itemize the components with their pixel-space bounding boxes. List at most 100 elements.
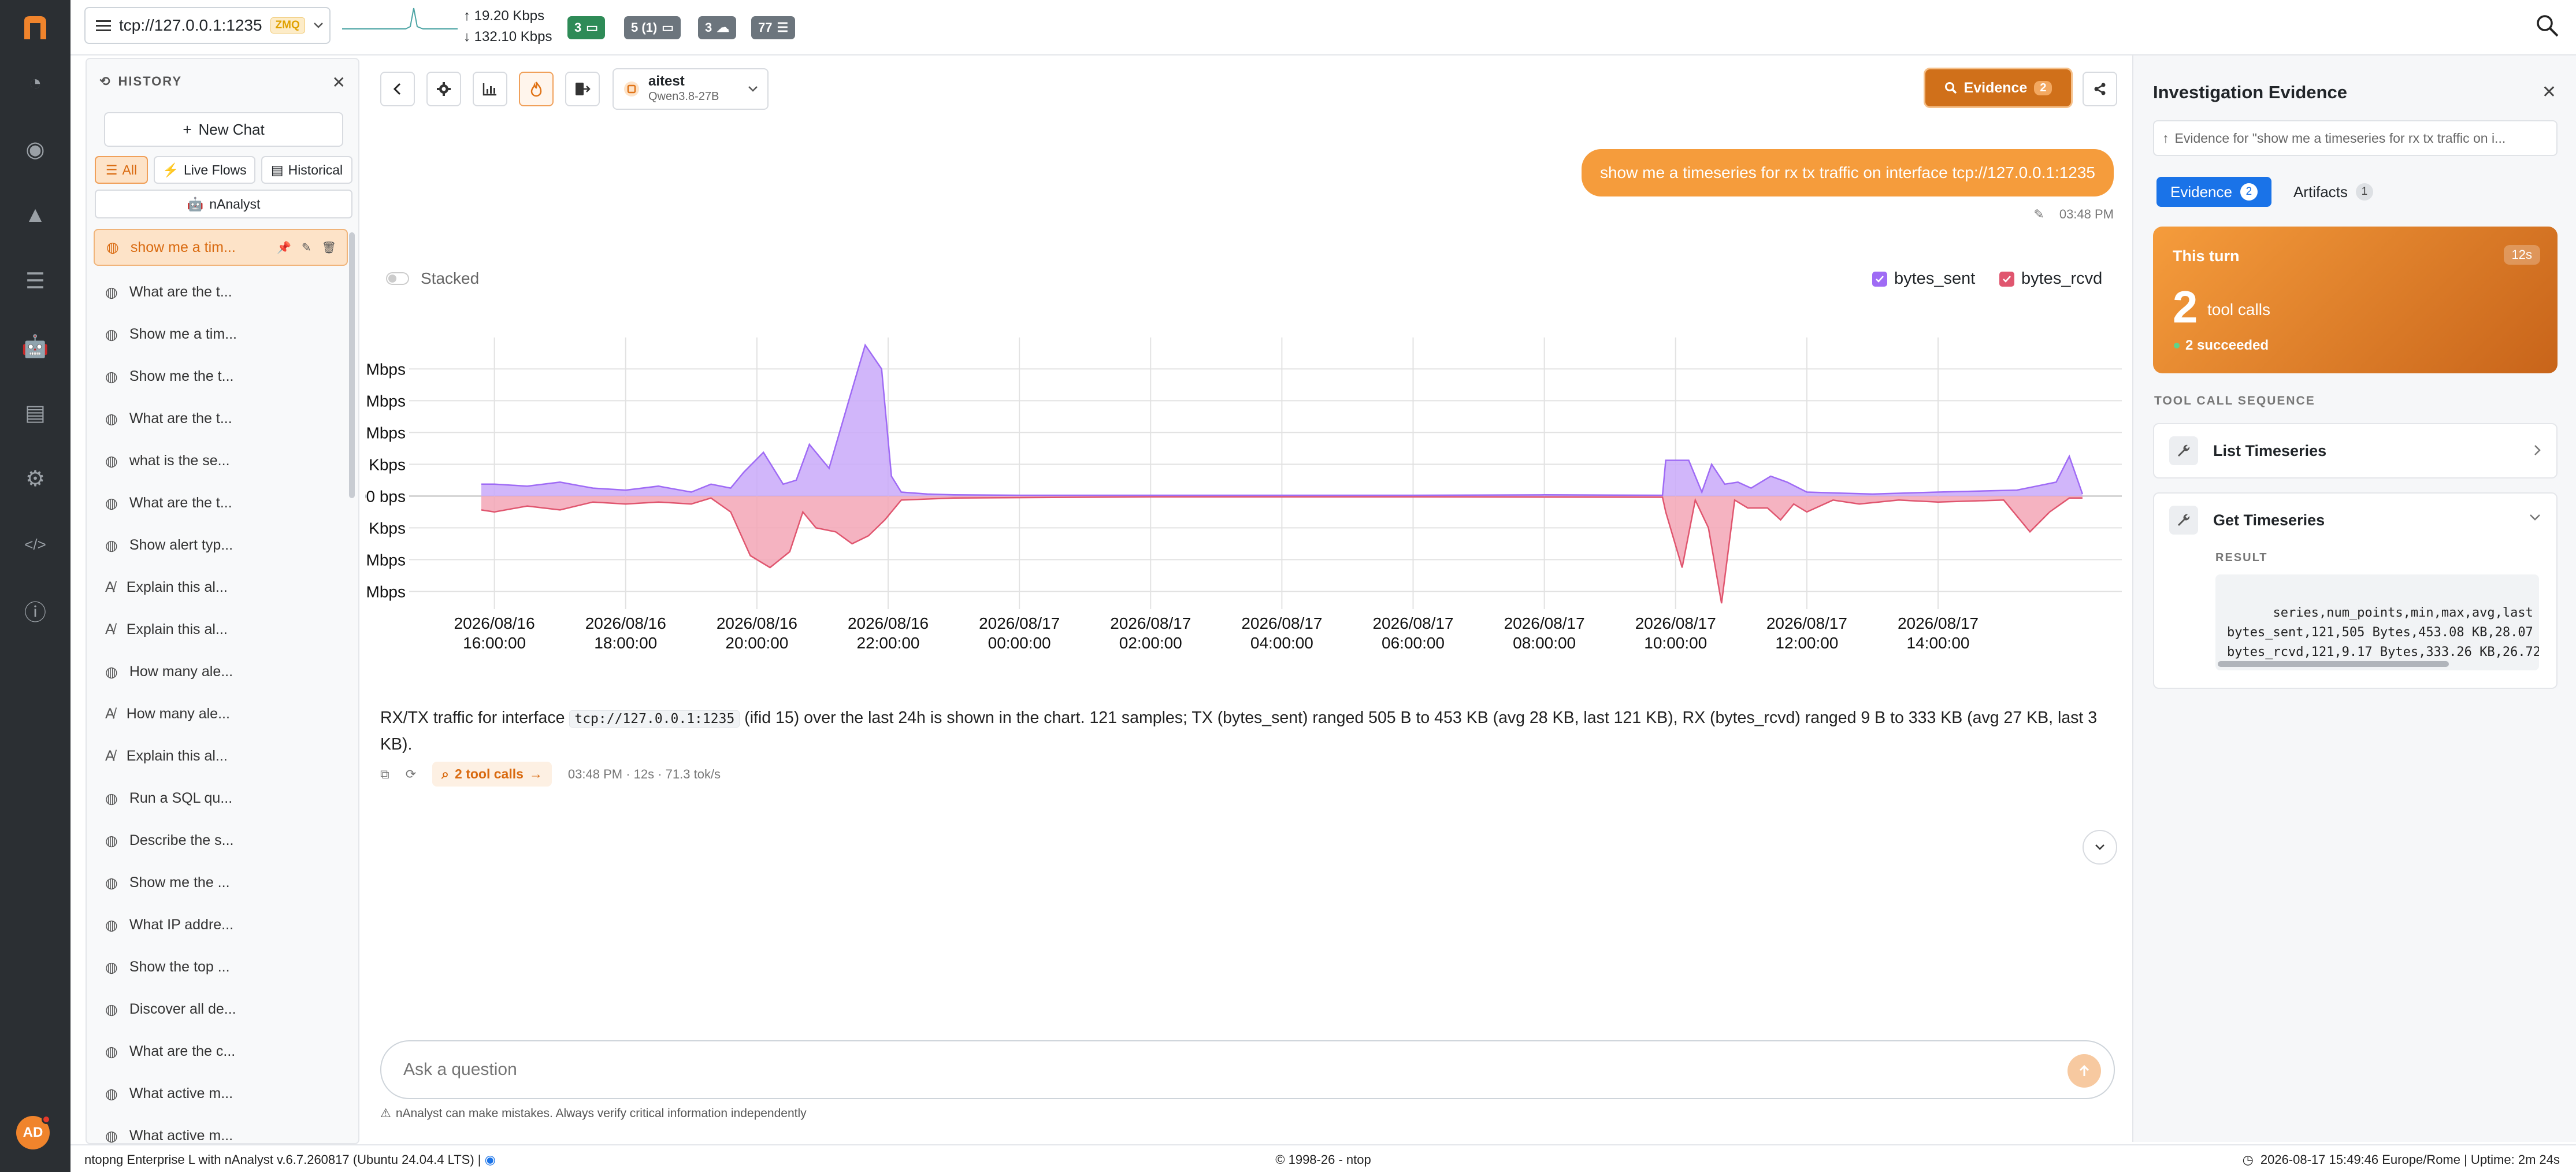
rail-list-button[interactable]: ☰ <box>17 262 54 299</box>
history-item-label: what is the se... <box>129 453 230 469</box>
pin-icon[interactable]: 📌 <box>276 241 291 254</box>
x-tick-label: 2026/08/16 18:00:00 <box>585 614 666 652</box>
legend-bytes-rcvd[interactable]: bytes_rcvd <box>1999 269 2102 288</box>
history-item[interactable]: ◍ show me a tim... 📌 ✎ 🗑 <box>94 229 348 266</box>
tool-card-header[interactable]: Get Timeseries <box>2154 494 2556 547</box>
down-arrow-icon: ↓ <box>463 29 470 44</box>
trash-icon[interactable]: 🗑 <box>321 241 336 254</box>
chip-icon: ◍ <box>105 874 118 891</box>
filter-historical[interactable]: ▤ Historical <box>261 156 352 184</box>
new-chat-button[interactable]: + New Chat <box>104 112 343 147</box>
x-tick-label: 2026/08/17 10:00:00 <box>1635 614 1716 652</box>
history-item-label: Show the top ... <box>129 959 230 975</box>
settings-button[interactable] <box>426 72 461 106</box>
cloud-pill[interactable]: 3 ☁ <box>698 16 737 39</box>
chip-icon: ◍ <box>105 1043 118 1060</box>
rail-eye-button[interactable]: ◉ <box>17 131 54 168</box>
history-item[interactable]: ◍ What active m... <box>94 1073 348 1115</box>
interface-select[interactable]: tcp://127.0.0.1:1235 ZMQ <box>84 7 331 44</box>
result-box[interactable]: series,num_points,min,max,avg,last bytes… <box>2215 574 2539 670</box>
tool-card-header[interactable]: List Timeseries <box>2154 424 2556 477</box>
search-icon[interactable] <box>2534 13 2560 38</box>
history-item[interactable]: A̸ Explain this al... <box>94 735 348 777</box>
history-scrollbar[interactable] <box>349 232 355 498</box>
evidence-for-link[interactable]: ↑ Evidence for "show me a timeseries for… <box>2153 120 2558 156</box>
rail-alert-button[interactable]: ▲ <box>17 196 54 233</box>
hosts-pill[interactable]: 3 ▭ <box>567 16 606 39</box>
history-item[interactable]: ◍ Show the top ... <box>94 946 348 988</box>
history-item[interactable]: ◍ what is the se... <box>94 440 348 482</box>
scroll-down-button[interactable] <box>2083 830 2117 865</box>
tab-artifacts[interactable]: Artifacts 1 <box>2280 177 2387 207</box>
send-button[interactable] <box>2068 1054 2101 1088</box>
filter-live-flows[interactable]: ⚡ Live Flows <box>154 156 255 184</box>
history-item[interactable]: ◍ Run a SQL qu... <box>94 777 348 819</box>
ntop-logo[interactable] <box>20 12 51 43</box>
evidence-button[interactable]: Evidence 2 <box>1925 69 2071 106</box>
interface-name: tcp://127.0.0.1:1235 <box>119 16 262 34</box>
close-history-icon[interactable]: ✕ <box>332 73 346 91</box>
top-bar: tcp://127.0.0.1:1235 ZMQ ↑ 19.20 Kbps ↓ … <box>70 0 2576 55</box>
throughput-sparkline <box>342 8 458 29</box>
gear-icon <box>437 82 451 96</box>
tab-evidence[interactable]: Evidence 2 <box>2156 177 2271 207</box>
history-item[interactable]: ◍ Show me the t... <box>94 355 348 398</box>
model-select[interactable]: aitest Qwen3.8-27B <box>613 68 769 110</box>
timeseries-chart[interactable]: 3.20 Mbps 2.40 Mbps 1.60 Mbps 800.00 Kbps 0.… <box>365 298 2122 761</box>
area-bytes-sent[interactable] <box>481 345 2083 496</box>
history-item[interactable]: ◍ What IP addre... <box>94 904 348 946</box>
rail-server-button[interactable]: ▤ <box>17 394 54 431</box>
wrench-icon <box>2169 436 2198 465</box>
close-evidence-icon[interactable]: ✕ <box>2541 83 2556 102</box>
x-tick-label: 2026/08/16 22:00:00 <box>848 614 929 652</box>
history-item[interactable]: A̸ Explain this al... <box>94 566 348 609</box>
history-item-label: How many ale... <box>126 706 230 722</box>
result-scrollbar[interactable] <box>2218 661 2449 667</box>
rail-robot-button[interactable]: 🤖 <box>17 328 54 365</box>
history-item[interactable]: ◍ What are the c... <box>94 1030 348 1073</box>
chip-icon: ◍ <box>105 790 118 807</box>
history-item[interactable]: ◍ Show me the ... <box>94 862 348 904</box>
tool-calls-chip[interactable]: ⌕ 2 tool calls → <box>432 762 552 787</box>
history-item[interactable]: ◍ What are the t... <box>94 271 348 313</box>
filter-nanalyst[interactable]: 🤖 nAnalyst <box>95 190 352 218</box>
legend-bytes-sent[interactable]: bytes_sent <box>1872 269 1975 288</box>
history-item[interactable]: ◍ What are the t... <box>94 482 348 524</box>
flows-pill[interactable]: 77 ☰ <box>751 16 796 39</box>
rail-info-button[interactable]: ⓘ <box>17 592 54 629</box>
history-item[interactable]: A̸ Explain this al... <box>94 609 348 651</box>
history-item[interactable]: ◍ Describe the s... <box>94 819 348 862</box>
history-item[interactable]: ◍ Show alert typ... <box>94 524 348 566</box>
user-avatar[interactable]: AD <box>16 1115 51 1149</box>
ask-input[interactable] <box>402 1059 2020 1080</box>
edit-icon[interactable]: ✎ <box>2033 207 2044 221</box>
edit-icon[interactable]: ✎ <box>301 241 311 254</box>
history-item[interactable]: ◍ What active m... <box>94 1115 348 1143</box>
history-item[interactable]: ◍ Discover all de... <box>94 988 348 1030</box>
ask-box <box>380 1040 2115 1099</box>
back-button[interactable] <box>380 72 415 106</box>
history-item[interactable]: ◍ What are the t... <box>94 398 348 440</box>
filter-all-label: All <box>122 162 138 177</box>
history-item-label: What are the c... <box>129 1043 236 1059</box>
hot-mode-button[interactable] <box>519 72 554 106</box>
x-tick-label: 2026/08/17 08:00:00 <box>1504 614 1585 652</box>
notification-dot <box>42 1115 51 1124</box>
chart-button[interactable] <box>473 72 507 106</box>
history-item-label: Explain this al... <box>126 748 228 764</box>
stacked-toggle[interactable] <box>386 272 409 285</box>
devices-pill[interactable]: 5 (1) ▭ <box>624 16 681 39</box>
filter-all[interactable]: ☰ All <box>95 156 148 184</box>
alert-icon: ▲ <box>24 202 46 227</box>
copy-icon[interactable]: ⧉ <box>380 766 389 781</box>
rail-code-button[interactable]: </> <box>17 526 54 563</box>
history-item[interactable]: ◍ How many ale... <box>94 651 348 693</box>
export-button[interactable] <box>565 72 600 106</box>
github-icon[interactable]: ◉ <box>484 1152 496 1167</box>
history-item[interactable]: A̸ How many ale... <box>94 693 348 735</box>
refresh-icon[interactable]: ⟳ <box>405 766 417 781</box>
share-button[interactable] <box>2083 72 2117 106</box>
rail-dashboard-button[interactable]: ◔ <box>17 65 54 102</box>
rail-gear-button[interactable]: ⚙ <box>17 460 54 497</box>
history-item[interactable]: ◍ Show me a tim... <box>94 313 348 355</box>
